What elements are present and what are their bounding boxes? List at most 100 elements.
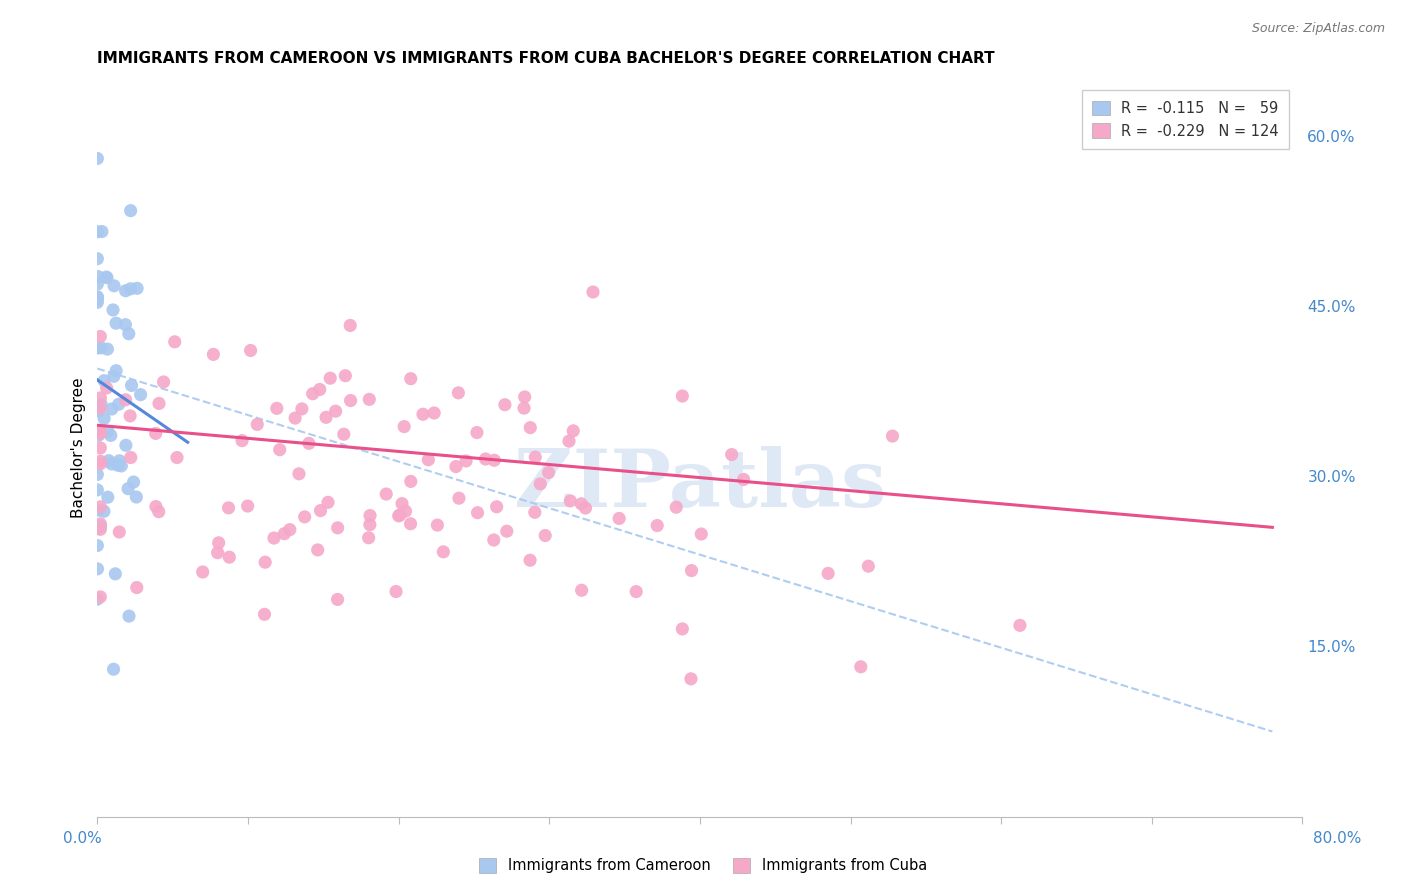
- Point: [582, 285, 605, 299]
- Point: [103, 369, 125, 384]
- Point: [90, 225, 112, 239]
- Point: [97, 490, 120, 504]
- Point: [558, 434, 581, 449]
- Point: [246, 417, 269, 432]
- Point: [335, 368, 357, 383]
- Point: [523, 505, 546, 519]
- Point: [105, 364, 128, 378]
- Point: [298, 436, 321, 450]
- Point: [89, 426, 111, 441]
- Point: [87, 428, 110, 442]
- Point: [513, 390, 536, 404]
- Point: [105, 316, 128, 330]
- Point: [720, 448, 742, 462]
- Point: [86, 521, 108, 535]
- Point: [90, 519, 112, 533]
- Point: [86, 295, 108, 310]
- Point: [484, 453, 506, 467]
- Point: [1008, 618, 1031, 632]
- Point: [86, 539, 108, 553]
- Point: [207, 546, 229, 560]
- Point: [426, 518, 449, 533]
- Point: [690, 527, 713, 541]
- Point: [485, 500, 508, 514]
- Point: [89, 590, 111, 604]
- Point: [325, 404, 347, 418]
- Point: [269, 442, 291, 457]
- Point: [447, 491, 470, 506]
- Point: [513, 401, 536, 416]
- Point: [444, 459, 467, 474]
- Point: [326, 592, 349, 607]
- Point: [129, 387, 152, 401]
- Point: [118, 609, 141, 624]
- Point: [307, 543, 329, 558]
- Point: [482, 533, 505, 547]
- Point: [89, 441, 111, 455]
- Point: [90, 341, 112, 355]
- Point: [394, 504, 416, 518]
- Point: [89, 457, 111, 471]
- Point: [284, 411, 307, 425]
- Point: [733, 472, 755, 486]
- Point: [218, 550, 240, 565]
- Point: [239, 343, 262, 358]
- Point: [671, 622, 693, 636]
- Point: [231, 434, 253, 448]
- Text: Source: ZipAtlas.com: Source: ZipAtlas.com: [1251, 22, 1385, 36]
- Point: [388, 508, 411, 523]
- Point: [423, 406, 446, 420]
- Point: [569, 497, 592, 511]
- Point: [86, 252, 108, 266]
- Point: [288, 467, 311, 481]
- Point: [148, 505, 170, 519]
- Point: [100, 428, 122, 442]
- Point: [388, 508, 411, 523]
- Point: [89, 500, 111, 514]
- Point: [89, 454, 111, 468]
- Point: [562, 424, 585, 438]
- Point: [359, 508, 381, 523]
- Point: [474, 452, 496, 467]
- Point: [465, 425, 488, 440]
- Point: [308, 383, 330, 397]
- Point: [447, 385, 470, 400]
- Point: [110, 458, 132, 473]
- Point: [359, 392, 381, 407]
- Point: [263, 531, 285, 545]
- Point: [100, 457, 122, 471]
- Point: [93, 504, 115, 518]
- Point: [254, 555, 277, 569]
- Point: [86, 290, 108, 304]
- Point: [86, 483, 108, 497]
- Point: [93, 374, 115, 388]
- Point: [125, 490, 148, 504]
- Point: [319, 371, 342, 385]
- Point: [101, 402, 124, 417]
- Point: [107, 397, 129, 411]
- Point: [607, 511, 630, 525]
- Point: [86, 290, 108, 304]
- Point: [96, 270, 118, 285]
- Point: [339, 318, 361, 333]
- Point: [87, 503, 110, 517]
- Point: [278, 523, 301, 537]
- Point: [191, 565, 214, 579]
- Point: [392, 419, 415, 434]
- Point: [524, 450, 547, 465]
- Point: [103, 278, 125, 293]
- Point: [86, 592, 108, 607]
- Point: [266, 401, 288, 416]
- Point: [114, 392, 136, 407]
- Point: [127, 281, 149, 295]
- Point: [849, 660, 872, 674]
- Point: [145, 500, 167, 514]
- Point: [494, 398, 516, 412]
- Point: [529, 476, 551, 491]
- Point: [166, 450, 188, 465]
- Point: [122, 475, 145, 489]
- Point: [391, 497, 413, 511]
- Text: IMMIGRANTS FROM CAMEROON VS IMMIGRANTS FROM CUBA BACHELOR'S DEGREE CORRELATION C: IMMIGRANTS FROM CAMEROON VS IMMIGRANTS F…: [97, 51, 995, 66]
- Point: [115, 438, 138, 452]
- Point: [89, 401, 111, 415]
